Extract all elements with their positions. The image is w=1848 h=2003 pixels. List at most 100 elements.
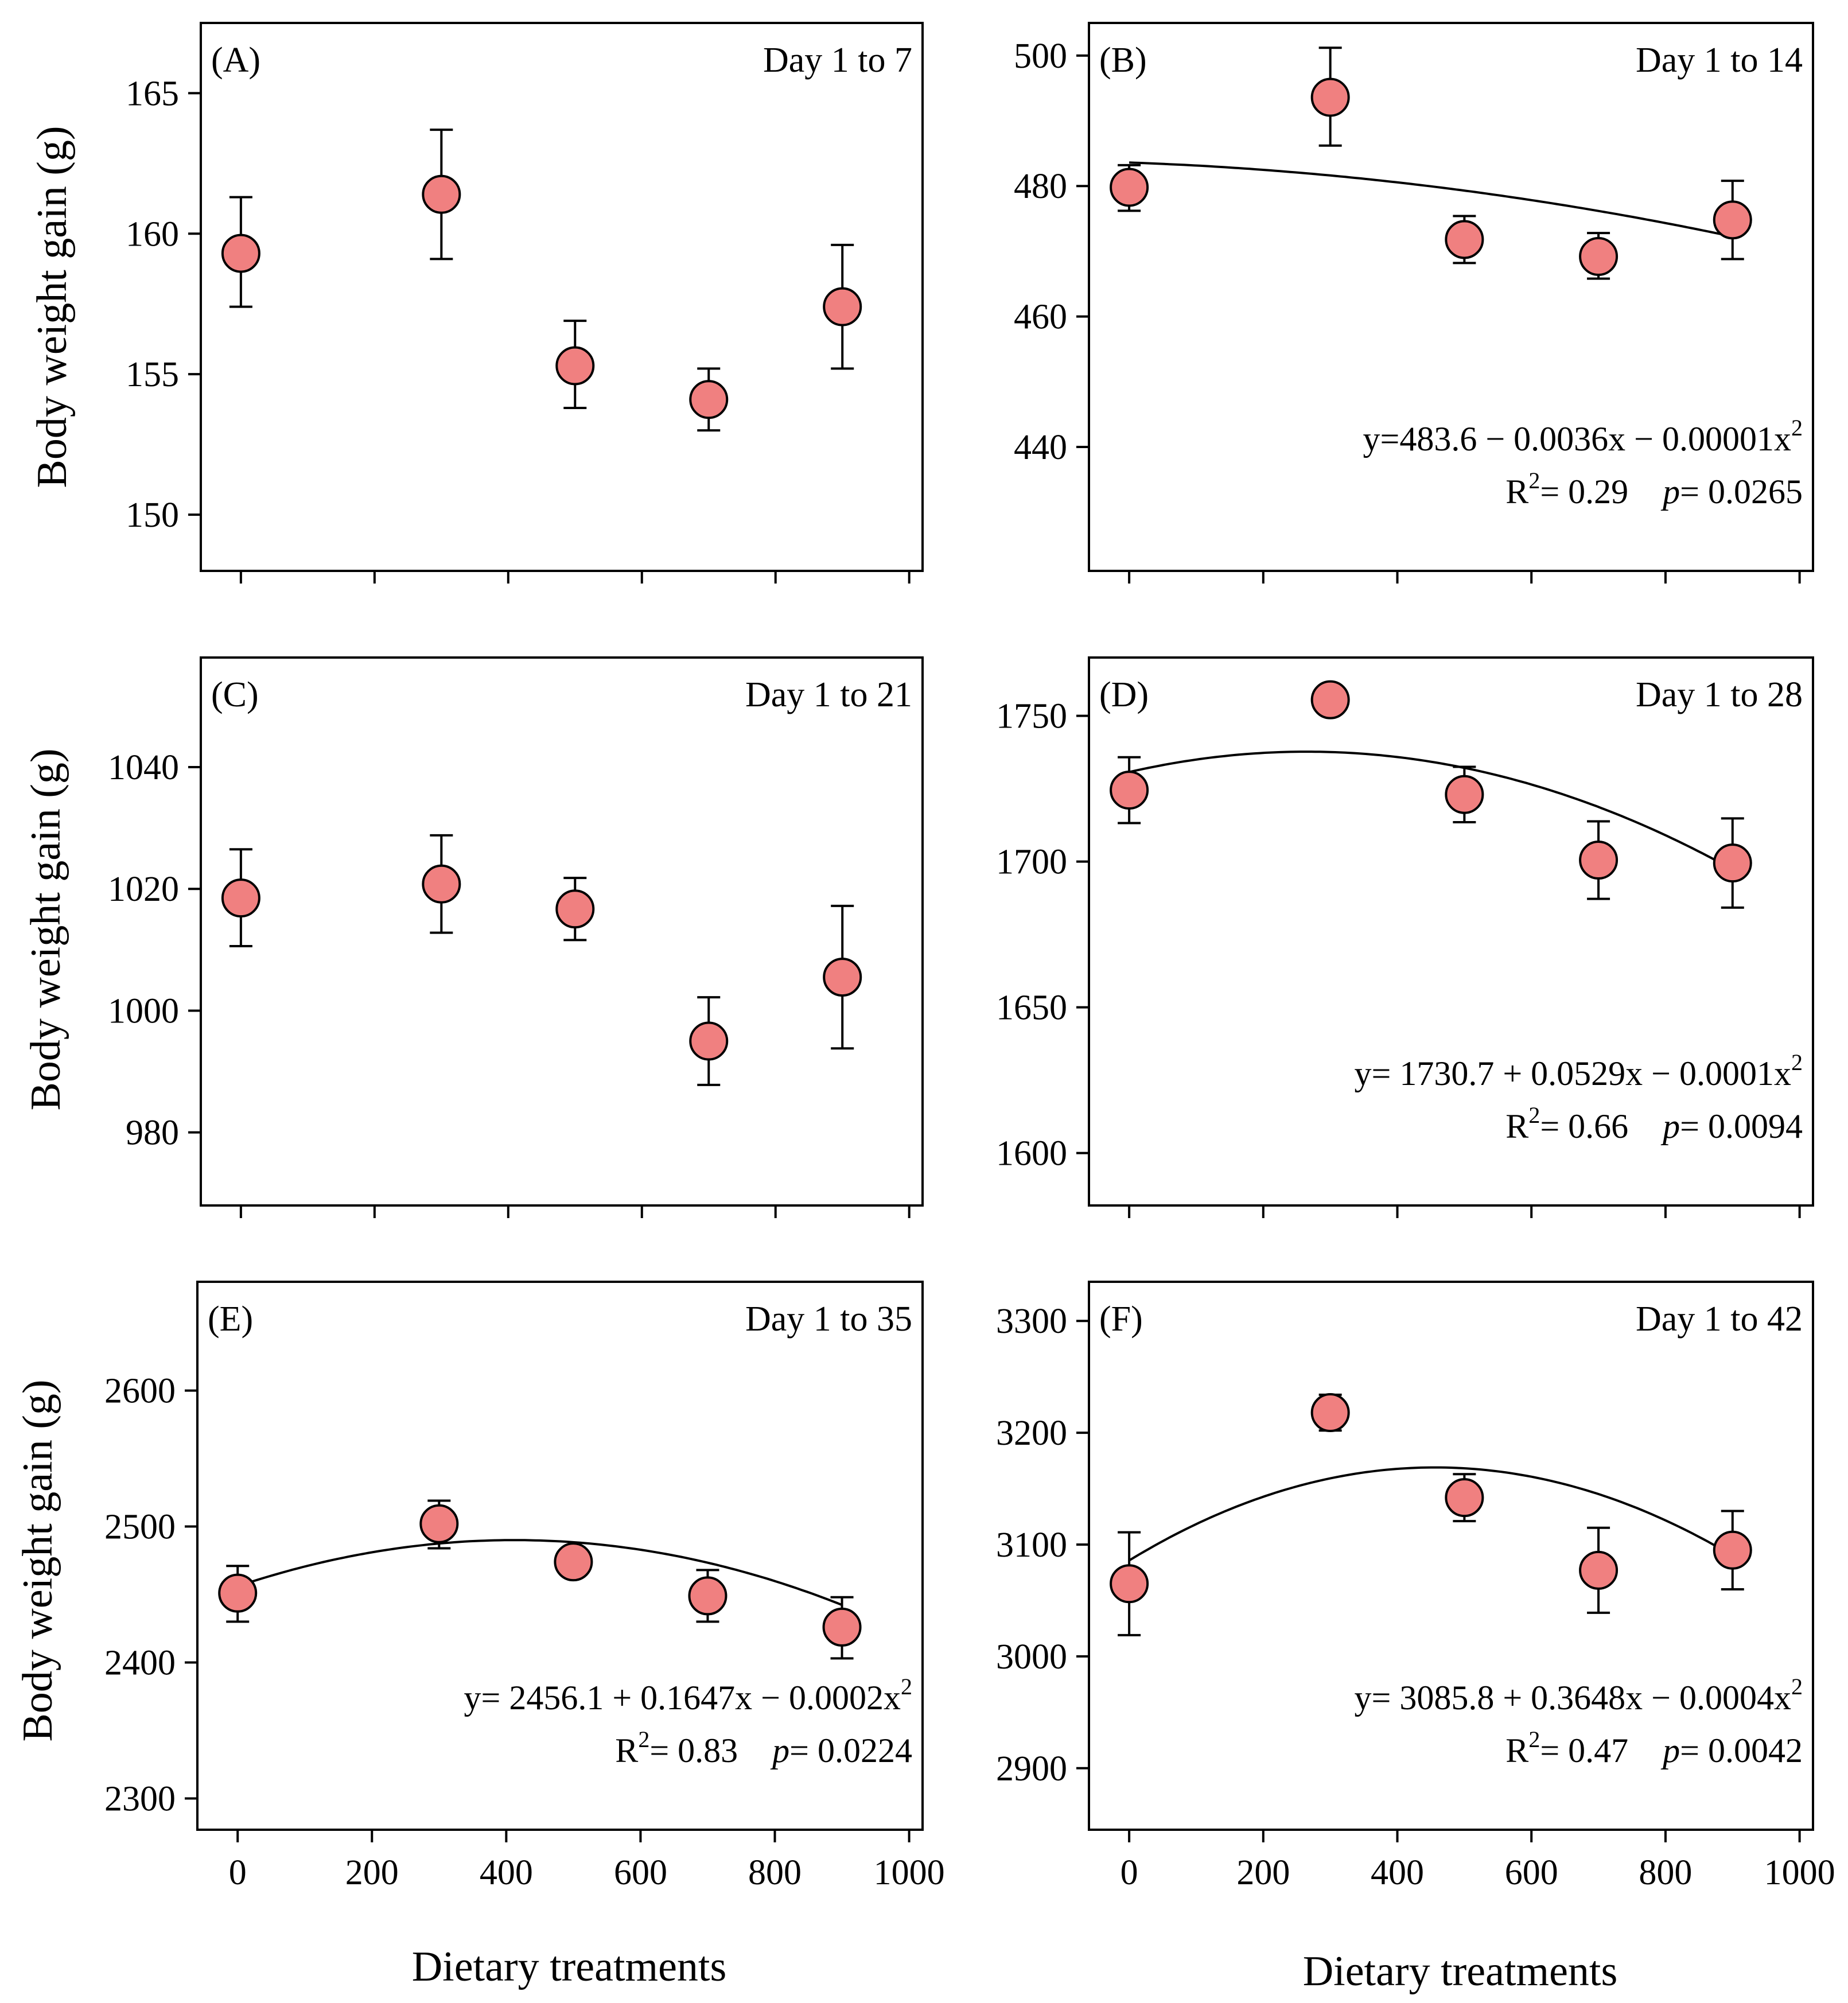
panel-2-ytick-label: 440: [1014, 428, 1067, 467]
panel-1-ytick-label: 150: [126, 496, 179, 535]
panel-6-xtick-label: 800: [1639, 1853, 1692, 1892]
panels: 150 155 160 165 (A) Day 1 to 7 440 460 480 500 (B)…: [104, 22, 1835, 1892]
panel-5-ytick-label: 2400: [104, 1644, 176, 1683]
panel-1-data-point: [555, 346, 595, 386]
panel-6-xtick-label: 1000: [1764, 1853, 1835, 1892]
panel-5-data-point: [419, 1504, 459, 1543]
panel-6-data-point: [1110, 1564, 1149, 1604]
panel-4-data-point: [1110, 771, 1149, 810]
panel-5-title: Day 1 to 35: [745, 1300, 912, 1339]
panel-4-data-point: [1310, 680, 1350, 719]
panel-1-data-point: [823, 287, 862, 326]
panel-5-equation: y= 2456.1 + 0.1647x − 0.0002x2: [464, 1674, 912, 1717]
panel-2-ytick-label: 500: [1014, 37, 1067, 76]
panel-4-frame: [1088, 656, 1814, 1207]
panel-4-stats: R2= 0.66 p= 0.0094: [1505, 1102, 1803, 1145]
panel-4-title: Day 1 to 28: [1636, 675, 1803, 714]
panel-4-ytick-label: 1650: [996, 989, 1067, 1028]
panel-2-data-point: [1110, 168, 1149, 207]
panel-6-title: Day 1 to 42: [1636, 1300, 1803, 1339]
panel-2-title: Day 1 to 14: [1636, 41, 1803, 80]
panel-2-fit-line: [1129, 161, 1733, 238]
panel-6-ytick-label: 3000: [996, 1638, 1067, 1677]
panel-2-data-point: [1579, 237, 1619, 277]
panel-3-ytick-label: 980: [126, 1114, 179, 1153]
panel-6-xtick-label: 600: [1505, 1853, 1558, 1892]
panel-3-letter: (C): [211, 675, 259, 714]
panel-5-xtick-label: 1000: [874, 1853, 945, 1892]
panel-5-xtick-label: 0: [229, 1853, 247, 1892]
panel-4-data-point: [1579, 841, 1619, 880]
panel-2-letter: (B): [1099, 41, 1147, 80]
panel-6-xtick-label: 0: [1121, 1853, 1138, 1892]
panel-5-data-point: [218, 1573, 258, 1613]
panel-2-data-point: [1310, 77, 1350, 117]
panel-2-ytick-label: 480: [1014, 167, 1067, 206]
panel-6-equation: y= 3085.8 + 0.3648x − 0.0004x2: [1354, 1674, 1803, 1717]
panel-1-data-point: [422, 174, 461, 214]
panel-4-equation: y= 1730.7 + 0.0529x − 0.0001x2: [1354, 1049, 1803, 1092]
panel-3-data-point: [555, 889, 595, 929]
panel-4: 1600 1650 1700 1750 (D) Day 1 to 28 y= 1730.7 …: [996, 656, 1814, 1218]
y-axis-title-row1: Body weight gain (g): [29, 126, 76, 488]
panel-3-ytick-label: 1000: [108, 991, 179, 1030]
panel-3-frame: [200, 656, 924, 1207]
panel-6-data-point: [1310, 1393, 1350, 1433]
panel-2-stats: R2= 0.29 p= 0.0265: [1505, 468, 1803, 511]
panel-3-data-point: [823, 958, 862, 997]
panel-6: 2900 3000 3100 3200 3300 0 200 400 600 800 1000 (F)…: [996, 1281, 1835, 1892]
y-axis-title-row3: Body weight gain (g): [14, 1380, 61, 1742]
panel-6-data-point: [1579, 1550, 1619, 1590]
panel-2-ytick-label: 460: [1014, 298, 1067, 337]
panel-5-stats: R2= 0.83 p= 0.0224: [615, 1726, 912, 1769]
panel-5-ytick-label: 2500: [104, 1508, 176, 1547]
panel-5-xtick-label: 200: [345, 1853, 399, 1892]
panel-3-data-point: [689, 1021, 729, 1061]
panel-6-fit-line: [1129, 1466, 1733, 1562]
panel-5-ytick-label: 2600: [104, 1372, 176, 1411]
panel-1-ytick-label: 165: [126, 74, 179, 113]
panel-4-ytick-label: 1750: [996, 697, 1067, 736]
panel-6-ytick-label: 3200: [996, 1414, 1067, 1453]
panel-5-data-point: [822, 1607, 862, 1647]
panel-3: 980 1000 1020 1040 (C) Day 1 to 21: [108, 656, 924, 1218]
panel-6-frame: [1088, 1281, 1814, 1831]
panel-6-xtick-label: 200: [1236, 1853, 1290, 1892]
panel-5-xtick-label: 800: [748, 1853, 802, 1892]
panel-6-ytick-label: 3300: [996, 1302, 1067, 1341]
panel-5-xtick-label: 400: [480, 1853, 533, 1892]
panel-3-data-point: [221, 878, 260, 918]
panel-6-data-point: [1445, 1478, 1484, 1518]
panel-1: 150 155 160 165 (A) Day 1 to 7: [126, 22, 924, 584]
panel-2-data-point: [1713, 200, 1752, 240]
panel-3-data-point: [422, 864, 461, 904]
panel-6-data-point: [1713, 1530, 1752, 1570]
panel-5-fit-line: [237, 1539, 843, 1607]
panel-6-xtick-label: 400: [1371, 1853, 1424, 1892]
panel-4-data-point: [1713, 843, 1752, 883]
panel-1-letter: (A): [211, 41, 260, 80]
panel-2-frame: [1088, 22, 1814, 572]
panel-1-frame: [200, 22, 924, 572]
panel-3-title: Day 1 to 21: [745, 675, 912, 714]
panel-1-ytick-label: 155: [126, 355, 179, 394]
panel-4-letter: (D): [1099, 675, 1149, 714]
panel-2-equation: y=483.6 − 0.0036x − 0.00001x2: [1363, 415, 1803, 458]
panel-3-ytick-label: 1040: [108, 748, 179, 787]
panel-4-data-point: [1445, 775, 1484, 814]
panel-5-letter: (E): [208, 1300, 253, 1339]
panel-5: 2300 2400 2500 2600 0 200 400 600 800 1000 (E) Day …: [104, 1281, 945, 1892]
panel-1-data-point: [689, 380, 729, 419]
panel-5-data-point: [554, 1542, 593, 1582]
panel-5-data-point: [688, 1576, 727, 1616]
panel-6-stats: R2= 0.47 p= 0.0042: [1505, 1726, 1803, 1769]
panel-6-letter: (F): [1099, 1300, 1143, 1339]
y-axis-title-row2: Body weight gain (g): [22, 749, 69, 1111]
panel-5-xtick-label: 600: [614, 1853, 667, 1892]
panel-4-ytick-label: 1700: [996, 843, 1067, 882]
panel-6-ytick-label: 3100: [996, 1526, 1067, 1565]
x-axis-title-right: Dietary treatments: [1303, 1948, 1618, 1995]
panel-3-ytick-label: 1020: [108, 870, 179, 909]
panel-5-ytick-label: 2300: [104, 1779, 176, 1818]
